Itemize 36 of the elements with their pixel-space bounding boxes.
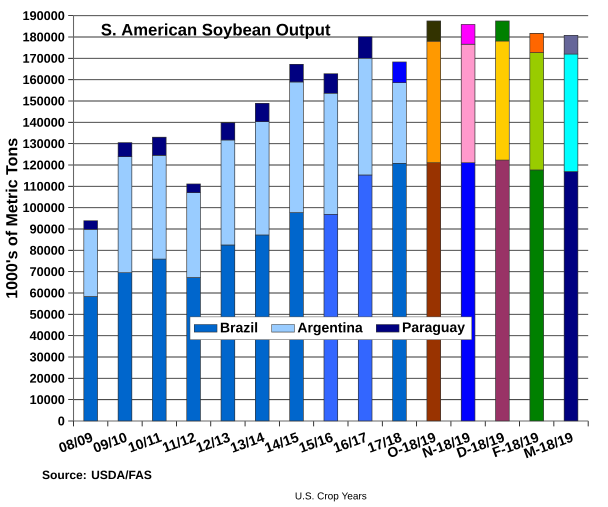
x-axis-title: U.S. Crop Years	[296, 492, 366, 502]
y-tick-label: 50000	[30, 310, 64, 319]
y-tick-label: 120000	[23, 160, 64, 170]
x-tick-label: 09/10	[93, 432, 127, 452]
y-tick-label: 80000	[30, 246, 64, 255]
y-tick-label: 40000	[30, 331, 64, 340]
x-tick-label: 08/09	[59, 432, 92, 452]
y-tick-label: 150000	[23, 96, 64, 106]
y-tick-label: 180000	[23, 32, 64, 42]
x-tick-label: 15/16	[299, 432, 333, 453]
chart-title: S. American Soybean Output	[101, 23, 330, 39]
x-tick-label: 16/17	[334, 432, 365, 453]
y-tick-label: 0	[58, 416, 64, 426]
y-tick-label: 110000	[24, 182, 64, 191]
x-tick-label: 13/14	[230, 432, 265, 453]
y-axis-title: 1000's of Metric Tons	[6, 138, 18, 298]
y-tick-label: 160000	[23, 75, 64, 84]
legend-label: Brazil	[220, 322, 258, 332]
y-tick-label: 20000	[30, 374, 64, 383]
x-tick-label: 14/15	[264, 432, 298, 453]
y-tick-label: 10000	[30, 395, 64, 404]
y-tick-label: 60000	[30, 288, 64, 298]
x-tick-label: 10/11	[128, 432, 162, 452]
legend-label: Paraguay	[402, 322, 465, 336]
source-note: Source: USDA/FAS	[42, 470, 152, 480]
y-tick-label: 30000	[30, 352, 64, 362]
y-tick-label: 190000	[23, 11, 64, 20]
x-tick-label: 11/12	[162, 432, 196, 452]
y-tick-label: 140000	[23, 118, 64, 127]
legend-label: Argentina	[298, 322, 363, 336]
y-tick-label: 100000	[23, 203, 64, 212]
y-tick-label: 130000	[23, 139, 64, 148]
y-tick-label: 170000	[23, 54, 64, 63]
x-tick-label: 12/13	[196, 432, 230, 453]
y-tick-label: 70000	[30, 267, 64, 276]
y-tick-label: 90000	[30, 224, 64, 234]
